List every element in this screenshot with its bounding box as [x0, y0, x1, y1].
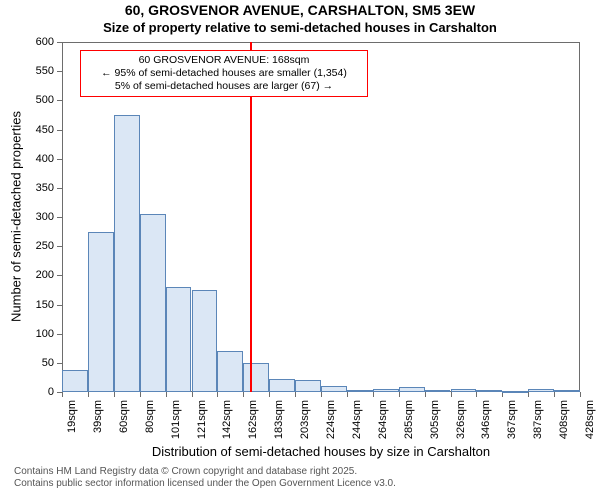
- y-tick: [57, 305, 62, 306]
- x-tick: [580, 392, 581, 397]
- x-tick-label: 19sqm: [66, 400, 78, 433]
- x-tick-label: 39sqm: [92, 400, 104, 433]
- x-tick-label: 285sqm: [403, 400, 415, 439]
- x-tick: [528, 392, 529, 397]
- y-tick-label: 450: [28, 124, 54, 136]
- x-tick-label: 244sqm: [351, 400, 363, 439]
- x-tick-label: 142sqm: [221, 400, 233, 439]
- x-tick-label: 60sqm: [118, 400, 130, 433]
- x-tick-label: 121sqm: [196, 400, 208, 439]
- histogram-bar: [373, 389, 399, 392]
- histogram-bar: [399, 387, 425, 392]
- histogram-bar: [217, 351, 243, 392]
- y-tick-label: 250: [28, 240, 54, 252]
- histogram-bar: [528, 389, 554, 392]
- x-tick: [217, 392, 218, 397]
- annotation-box: 60 GROSVENOR AVENUE: 168sqm← 95% of semi…: [80, 50, 368, 97]
- y-tick: [57, 275, 62, 276]
- histogram-bar: [321, 386, 347, 392]
- annotation-line-1: 60 GROSVENOR AVENUE: 168sqm: [87, 54, 361, 67]
- x-tick-label: 346sqm: [480, 400, 492, 439]
- histogram-bar: [243, 363, 269, 392]
- x-tick: [295, 392, 296, 397]
- y-tick: [57, 363, 62, 364]
- annotation-line-2: ← 95% of semi-detached houses are smalle…: [87, 67, 361, 80]
- histogram-bar: [88, 232, 114, 392]
- histogram-bar: [140, 214, 166, 392]
- histogram-bar: [476, 390, 502, 392]
- x-tick: [321, 392, 322, 397]
- y-tick-label: 550: [28, 65, 54, 77]
- x-tick-label: 387sqm: [532, 400, 544, 439]
- y-tick: [57, 42, 62, 43]
- x-tick-label: 305sqm: [429, 400, 441, 439]
- x-tick: [62, 392, 63, 397]
- y-tick: [57, 71, 62, 72]
- x-tick-label: 264sqm: [377, 400, 389, 439]
- x-tick-label: 183sqm: [273, 400, 285, 439]
- histogram-bar: [166, 287, 192, 392]
- x-tick: [373, 392, 374, 397]
- x-tick-label: 203sqm: [299, 400, 311, 439]
- x-axis-label: Distribution of semi-detached houses by …: [62, 444, 580, 459]
- y-tick-label: 500: [28, 94, 54, 106]
- y-tick-label: 150: [28, 299, 54, 311]
- chart-title-main: 60, GROSVENOR AVENUE, CARSHALTON, SM5 3E…: [0, 2, 600, 18]
- x-tick: [347, 392, 348, 397]
- y-tick-label: 50: [28, 357, 54, 369]
- x-tick-label: 428sqm: [584, 400, 596, 439]
- histogram-bar: [114, 115, 140, 392]
- attribution-line-1: Contains HM Land Registry data © Crown c…: [14, 466, 357, 478]
- x-tick: [425, 392, 426, 397]
- y-tick-label: 350: [28, 182, 54, 194]
- x-tick: [192, 392, 193, 397]
- x-tick: [114, 392, 115, 397]
- y-tick: [57, 130, 62, 131]
- x-tick: [243, 392, 244, 397]
- y-tick: [57, 159, 62, 160]
- y-tick: [57, 100, 62, 101]
- y-tick: [57, 217, 62, 218]
- x-tick-label: 101sqm: [170, 400, 182, 439]
- x-tick: [166, 392, 167, 397]
- x-tick: [476, 392, 477, 397]
- annotation-line-3: 5% of semi-detached houses are larger (6…: [87, 80, 361, 93]
- histogram-bar: [269, 379, 295, 392]
- chart-title-sub: Size of property relative to semi-detach…: [0, 20, 600, 35]
- y-tick: [57, 334, 62, 335]
- x-tick-label: 326sqm: [455, 400, 467, 439]
- attribution-line-2: Contains public sector information licen…: [14, 478, 396, 490]
- x-tick: [399, 392, 400, 397]
- y-tick: [57, 188, 62, 189]
- histogram-bar: [502, 391, 528, 393]
- histogram-bar: [295, 380, 321, 392]
- x-tick-label: 224sqm: [325, 400, 337, 439]
- x-tick: [88, 392, 89, 397]
- histogram-bar: [425, 390, 451, 392]
- x-tick-label: 162sqm: [247, 400, 259, 439]
- x-tick-label: 367sqm: [506, 400, 518, 439]
- y-tick-label: 0: [28, 386, 54, 398]
- y-axis-label: Number of semi-detached properties: [9, 42, 24, 392]
- x-tick: [269, 392, 270, 397]
- x-tick: [140, 392, 141, 397]
- histogram-bar: [62, 370, 88, 392]
- x-tick-label: 408sqm: [558, 400, 570, 439]
- y-tick-label: 100: [28, 328, 54, 340]
- y-tick-label: 200: [28, 269, 54, 281]
- histogram-bar: [192, 290, 218, 392]
- histogram-bar: [347, 390, 373, 392]
- x-tick: [451, 392, 452, 397]
- y-tick-label: 400: [28, 153, 54, 165]
- histogram-bar: [554, 390, 580, 392]
- histogram-bar: [451, 389, 477, 392]
- y-tick: [57, 246, 62, 247]
- x-tick-label: 80sqm: [144, 400, 156, 433]
- x-tick: [554, 392, 555, 397]
- y-tick-label: 600: [28, 36, 54, 48]
- y-tick-label: 300: [28, 211, 54, 223]
